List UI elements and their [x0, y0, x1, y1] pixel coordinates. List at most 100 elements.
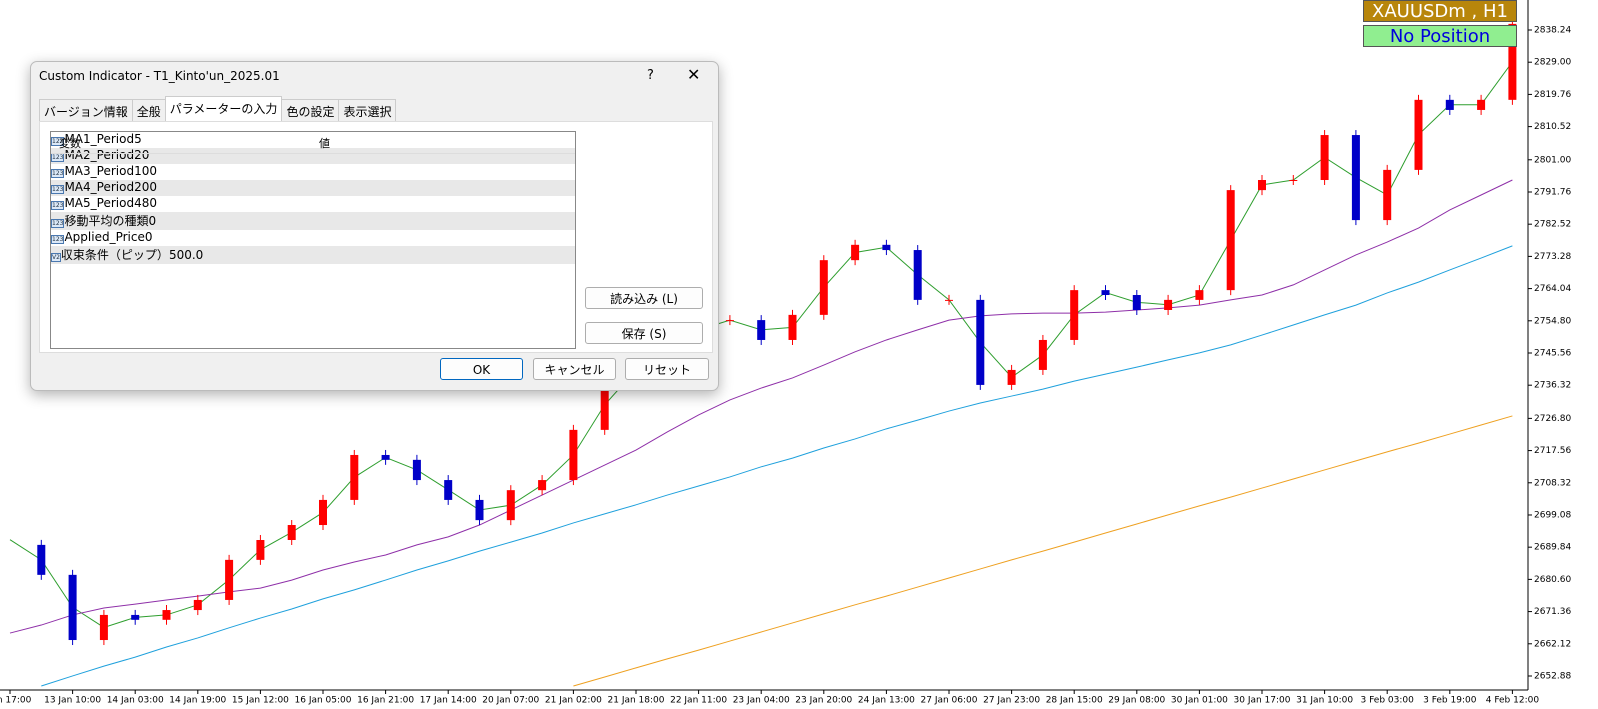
candle-body: [350, 454, 359, 500]
table-row[interactable]: 123MA5_Period480: [51, 196, 575, 212]
row-icon: 123: [51, 201, 65, 210]
reset-button[interactable]: リセット: [625, 358, 709, 380]
param-value: 200: [134, 180, 157, 194]
y-tick-label: 2689.84: [1534, 543, 1571, 553]
candle-body: [68, 574, 77, 641]
status-label: No Position: [1363, 25, 1517, 47]
candle-body: [381, 454, 390, 460]
candle-body: [1351, 135, 1360, 221]
x-tick-label: 21 Jan 02:00: [545, 696, 602, 706]
cancel-button[interactable]: キャンセル: [533, 358, 616, 380]
candle-body: [1383, 169, 1392, 221]
x-tick-label: 27 Jan 23:00: [983, 696, 1040, 706]
candle-body: [444, 480, 453, 500]
y-tick-label: 2829.00: [1534, 58, 1571, 68]
candle-body: [1414, 99, 1423, 170]
param-name: Applied_Price: [64, 230, 145, 244]
row-icon: 123: [51, 137, 65, 146]
row-icon: V2: [51, 253, 61, 262]
param-value: 100: [134, 164, 157, 178]
table-header: 変数 値: [51, 132, 575, 154]
x-tick-label: 3 Feb 19:00: [1423, 696, 1477, 706]
tab[interactable]: パラメーターの入力: [164, 96, 283, 123]
candle-body: [475, 499, 484, 521]
candle-body: [851, 244, 860, 261]
candle-body: [1445, 99, 1454, 110]
y-tick-label: 2838.24: [1534, 26, 1571, 36]
candle-body: [131, 614, 140, 620]
symbol-label: XAUUSDm , H1: [1363, 0, 1517, 22]
candle-body: [569, 429, 578, 481]
param-name: MA4_Period: [64, 180, 135, 194]
save-button[interactable]: 保存 (S): [585, 322, 703, 344]
param-value: 0: [148, 214, 157, 228]
candle-body: [1132, 295, 1141, 310]
y-tick-label: 2662.12: [1534, 639, 1571, 649]
param-name: MA2_Period: [64, 148, 135, 162]
tab[interactable]: 色の設定: [281, 99, 340, 123]
x-tick-label: 4 Feb 12:00: [1486, 696, 1540, 706]
help-button[interactable]: ?: [647, 68, 654, 83]
candle-body: [37, 544, 46, 575]
x-tick-label: 23 Jan 04:00: [733, 696, 790, 706]
candle-body: [1508, 23, 1517, 100]
header-cell: 値: [319, 137, 330, 150]
x-tick-label: 28 Jan 15:00: [1046, 696, 1103, 706]
x-tick-label: 13 Jan 10:00: [44, 696, 101, 706]
y-tick-label: 2652.88: [1534, 671, 1571, 681]
x-tick-label: 30 Jan 17:00: [1234, 696, 1291, 706]
parameter-table: 変数 値 123MA1_Period5 123MA2_Period20 123MA3…: [50, 131, 576, 349]
ma-line: [573, 415, 1513, 687]
candle-body: [1320, 135, 1329, 181]
table-row[interactable]: 123Applied_Price0: [51, 230, 575, 246]
tab[interactable]: 全般: [131, 99, 166, 123]
tab[interactable]: 表示選択: [338, 99, 397, 123]
candle-body: [1038, 339, 1047, 370]
tab-panel: 変数 値 123MA1_Period5 123MA2_Period20 123MA3…: [39, 121, 713, 353]
candle-body: [882, 244, 891, 251]
row-icon: 123: [51, 169, 65, 178]
candle-body: [725, 320, 734, 322]
param-name: MA3_Period: [64, 164, 135, 178]
candle-body: [788, 314, 797, 340]
close-button[interactable]: ✕: [687, 65, 701, 84]
x-tick-label: 29 Jan 08:00: [1108, 696, 1165, 706]
ok-button[interactable]: OK: [440, 358, 523, 380]
candle-body: [1258, 180, 1266, 191]
tab-bar: バージョン情報 全般 パラメーターの入力 色の設定 表示選択: [39, 96, 397, 123]
x-tick-label: 31 Jan 10:00: [1296, 696, 1353, 706]
candle-body: [1289, 180, 1298, 182]
x-tick-label: 23 Jan 20:00: [795, 696, 852, 706]
table-row[interactable]: 123MA2_Period20: [51, 148, 575, 164]
y-tick-label: 2801.00: [1534, 155, 1571, 165]
table-row[interactable]: 123MA1_Period5: [51, 132, 575, 148]
y-tick-label: 2754.80: [1534, 316, 1571, 326]
candle-body: [99, 614, 108, 641]
table-row[interactable]: 123MA4_Period200: [51, 180, 575, 196]
param-value: 5: [134, 132, 142, 146]
row-icon: 123: [51, 235, 65, 244]
y-tick-label: 2708.32: [1534, 478, 1571, 488]
param-name: MA5_Period: [64, 196, 135, 210]
candle-body: [757, 320, 766, 340]
table-row[interactable]: 123移動平均の種類0: [51, 212, 575, 230]
param-value: 480: [134, 196, 157, 210]
param-value: 500.0: [168, 248, 204, 262]
table-row[interactable]: V2収束条件（ピップ）500.0: [51, 246, 575, 264]
y-tick-label: 2736.32: [1534, 381, 1571, 391]
y-tick-label: 2745.56: [1534, 348, 1571, 358]
x-tick-label: 21 Jan 18:00: [608, 696, 665, 706]
x-tick-label: 27 Jan 06:00: [921, 696, 978, 706]
candle-body: [1070, 290, 1079, 340]
table-row[interactable]: 123MA3_Period100: [51, 164, 575, 180]
ma-line: [41, 245, 1513, 687]
tab[interactable]: バージョン情報: [39, 99, 133, 123]
x-tick-label: 16 Jan 05:00: [295, 696, 352, 706]
y-tick-label: 2726.80: [1534, 414, 1571, 424]
load-button[interactable]: 読み込み (L): [585, 287, 703, 309]
row-icon: 123: [51, 185, 65, 194]
candle-body: [1164, 299, 1173, 310]
y-tick-label: 2782.52: [1534, 220, 1571, 230]
candle-body: [1101, 290, 1110, 296]
